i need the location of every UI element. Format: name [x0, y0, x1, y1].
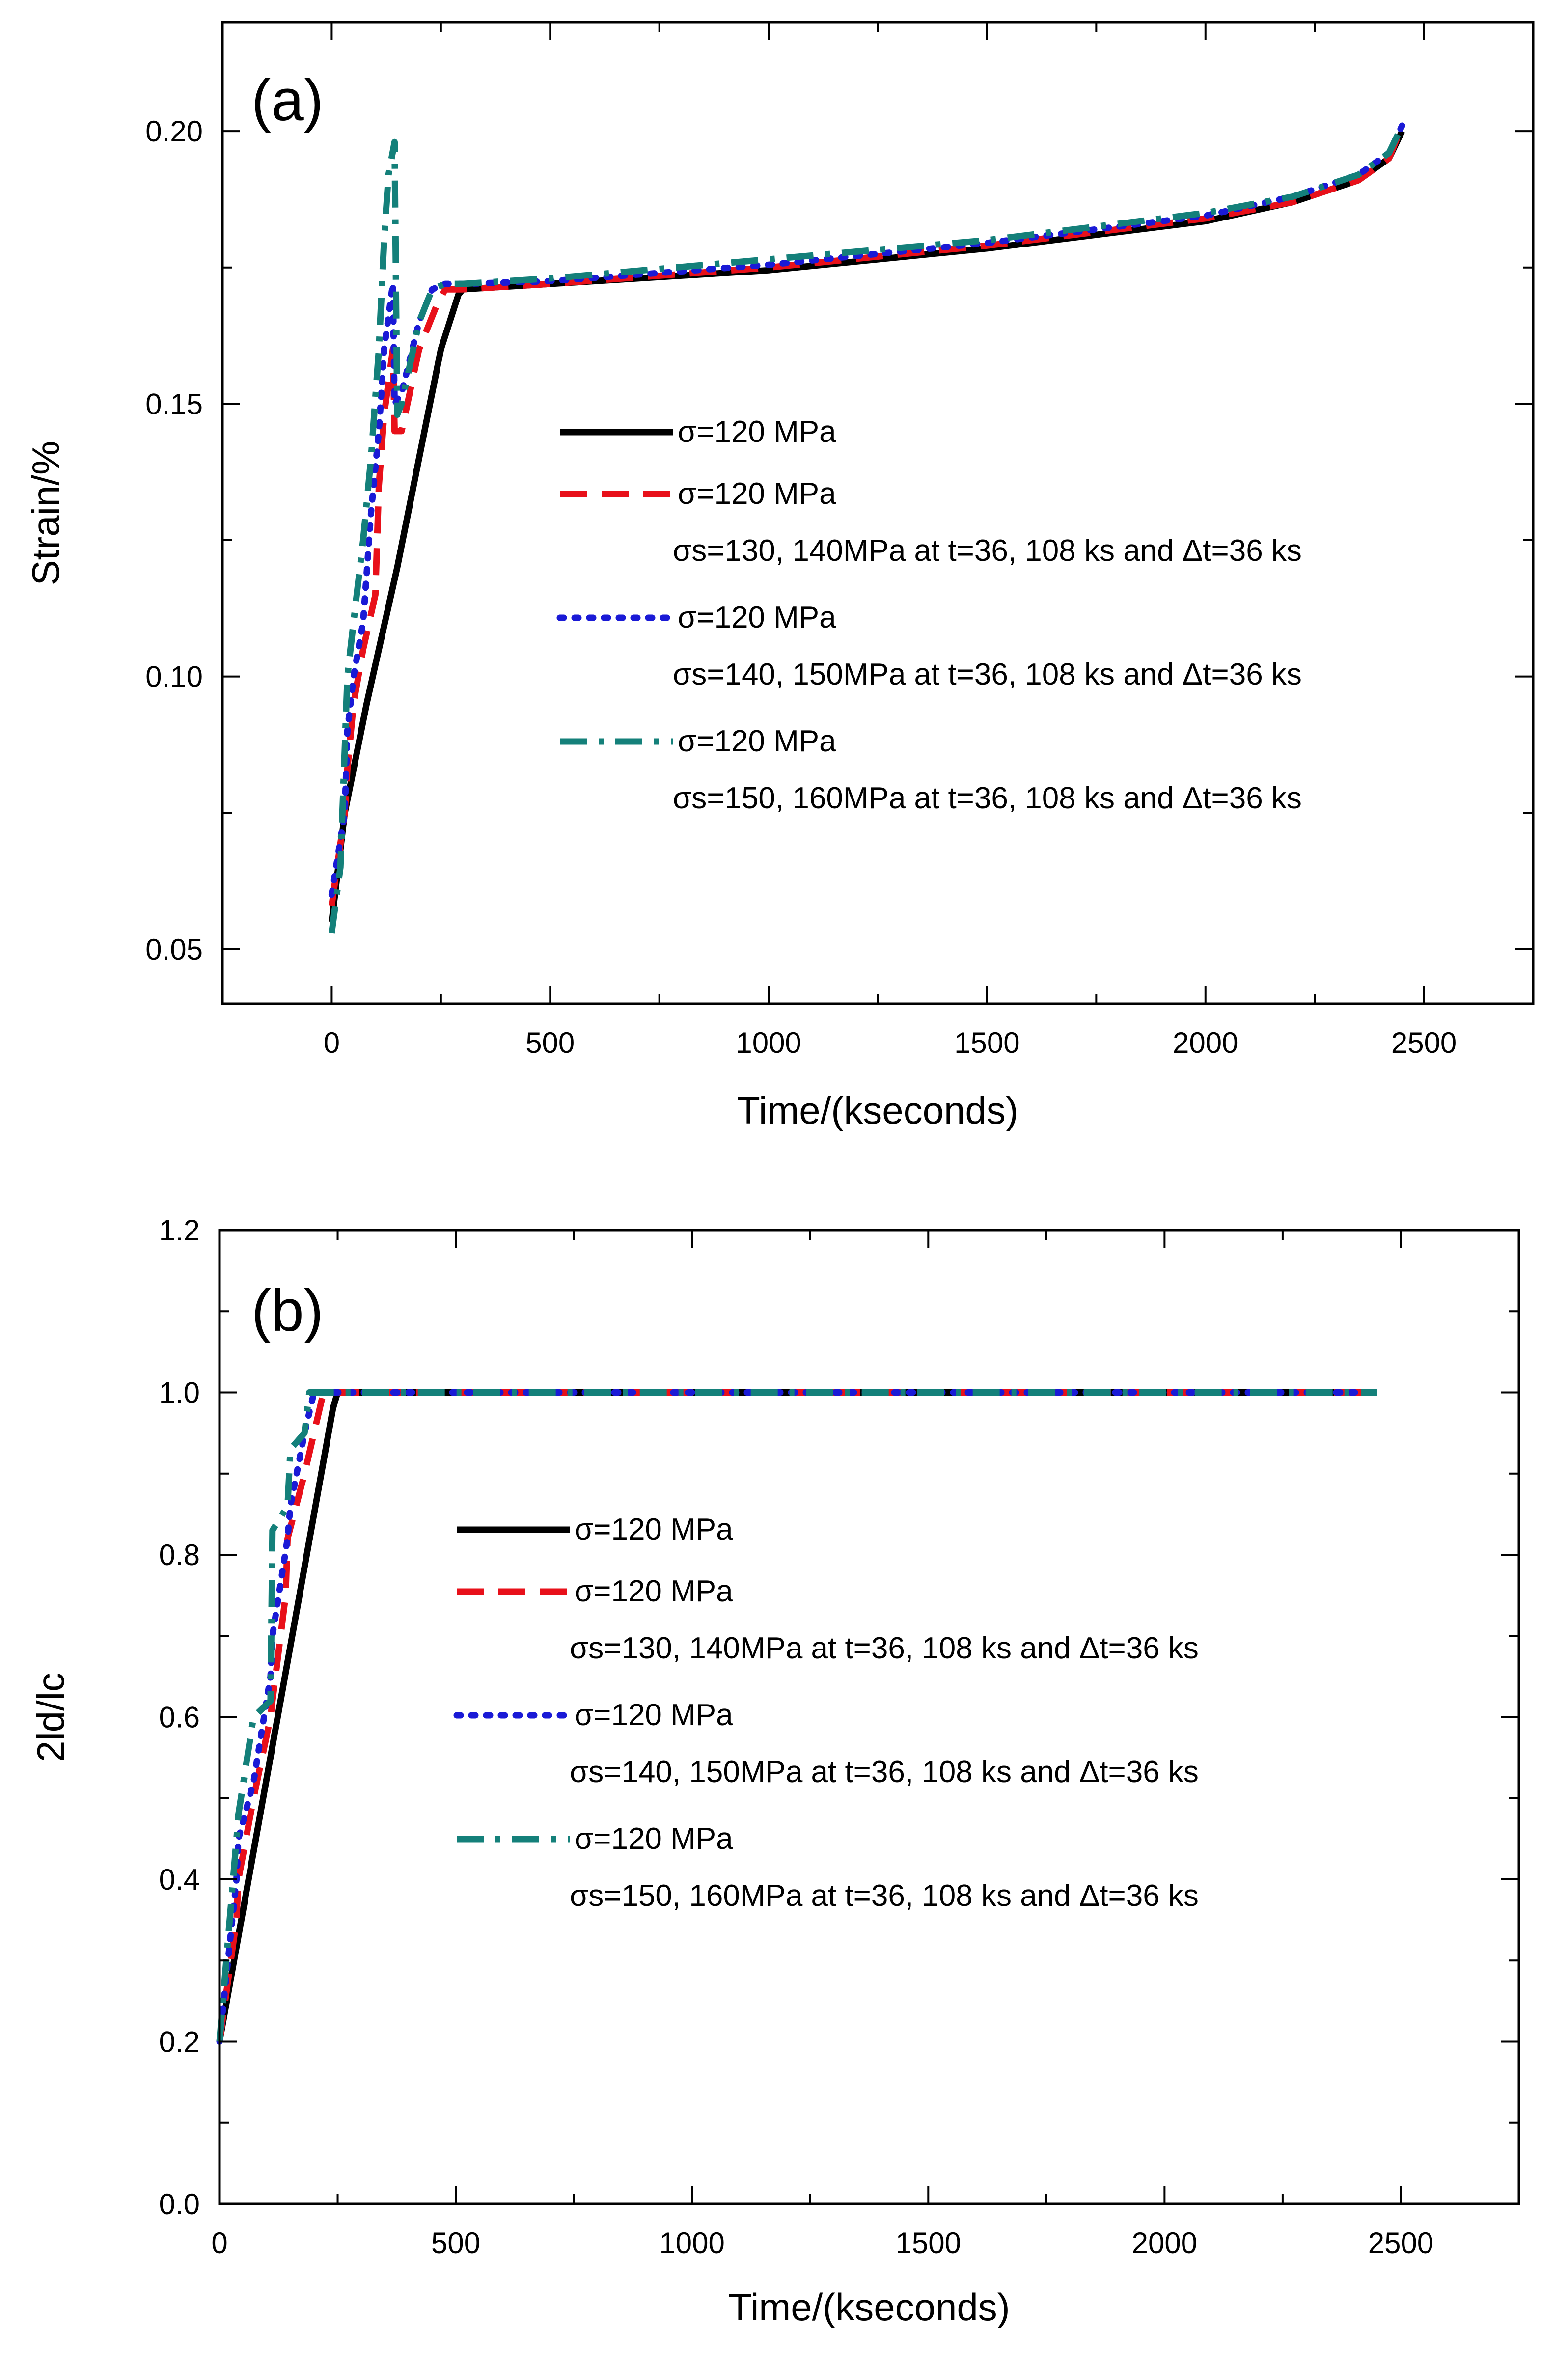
panel-b-xtick-label: 0 — [211, 2227, 227, 2259]
panel-a-xtick-label: 2000 — [1173, 1026, 1238, 1059]
panel-a-legend-label-3: σ=120 MPa — [678, 601, 836, 634]
panel-a-ytick-label: 0.15 — [145, 387, 203, 420]
panel-b-ytick-label: 0.0 — [159, 2188, 200, 2221]
panel-a-legend-label-4: σ=120 MPa — [678, 724, 836, 758]
panel-a: 0 500 1000 1500 2000 2500 0.05 0.10 0.15 0.20 σ=1… — [24, 21, 1535, 1132]
panel-a-series-2-line — [328, 124, 1405, 907]
panel-b-legend-sublabel-4: σs=150, 160MPa at t=36, 108 ks and Δt=36… — [570, 1879, 1199, 1913]
panel-b-ytick-label: 1.2 — [159, 1214, 200, 1247]
panel-a-xtick-label: 500 — [525, 1026, 575, 1059]
panel-b-legend-label-3: σ=120 MPa — [575, 1698, 733, 1732]
panel-a-ytick-label: 0.05 — [145, 933, 203, 966]
panel-b-plot-area: 0 500 1000 1500 2000 2500 0.0 0.2 0.4 0.6 0.8 1.0 1.… — [159, 1214, 1520, 2259]
panel-a-xtick-label: 2500 — [1391, 1026, 1457, 1059]
panel-b-series-4-line — [216, 1389, 1377, 2042]
panel-b-legend-label-2: σ=120 MPa — [575, 1574, 733, 1608]
panel-a-xtick-label: 1500 — [954, 1026, 1019, 1059]
panel-b-legend-label-4: σ=120 MPa — [575, 1822, 733, 1856]
panel-b-legend-sublabel-2: σs=130, 140MPa at t=36, 108 ks and Δt=36… — [570, 1631, 1199, 1665]
panel-a-label: (a) — [251, 67, 324, 133]
panel-b-xtick-label: 2000 — [1132, 2227, 1197, 2259]
panel-b-ytick-label: 0.8 — [159, 1539, 200, 1571]
panel-b-ylabel: 2ld/lc — [29, 1673, 72, 1762]
panel-b-ytick-label: 0.4 — [159, 1863, 200, 1896]
panel-a-legend-sublabel-2: σs=130, 140MPa at t=36, 108 ks and Δt=36… — [673, 534, 1302, 568]
panel-a-plot-area: 0 500 1000 1500 2000 2500 0.05 0.10 0.15 0.20 σ=1… — [145, 21, 1535, 1059]
panel-b-xtick-label: 2500 — [1368, 2227, 1433, 2259]
panel-b-series-2-line — [216, 1389, 1377, 2042]
panel-b-ytick-label: 0.2 — [159, 2026, 200, 2059]
panel-a-ytick-label: 0.10 — [145, 660, 203, 693]
panel-b-xtick-label: 500 — [431, 2227, 480, 2259]
panel-b-xlabel: Time/(kseconds) — [728, 2285, 1010, 2329]
panel-b-label: (b) — [251, 1278, 324, 1344]
panel-a-ylabel: Strain/% — [24, 441, 67, 586]
panel-b: 0 500 1000 1500 2000 2500 0.0 0.2 0.4 0.6 0.8 1.0 1.… — [29, 1214, 1520, 2329]
panel-b-ytick-label: 1.0 — [159, 1376, 200, 1409]
panel-a-legend-sublabel-3: σs=140, 150MPa at t=36, 108 ks and Δt=36… — [673, 658, 1302, 691]
panel-b-ytick-label: 0.6 — [159, 1701, 200, 1734]
panel-a-legend-sublabel-4: σs=150, 160MPa at t=36, 108 ks and Δt=36… — [673, 781, 1302, 815]
panel-b-legend-label-1: σ=120 MPa — [575, 1512, 733, 1546]
panel-b-xtick-label: 1500 — [896, 2227, 961, 2259]
panel-a-series-4-line — [328, 124, 1405, 934]
panel-b-xtick-label: 1000 — [659, 2227, 724, 2259]
panel-b-legend-sublabel-3: σs=140, 150MPa at t=36, 108 ks and Δt=36… — [570, 1755, 1199, 1789]
panel-a-legend-label-1: σ=120 MPa — [678, 415, 836, 449]
panel-a-legend-label-2: σ=120 MPa — [678, 477, 836, 511]
panel-a-xtick-label: 0 — [324, 1026, 340, 1059]
panel-a-xtick-label: 1000 — [736, 1026, 801, 1059]
panel-a-xlabel: Time/(kseconds) — [737, 1089, 1018, 1132]
panel-a-ytick-label: 0.20 — [145, 115, 203, 148]
